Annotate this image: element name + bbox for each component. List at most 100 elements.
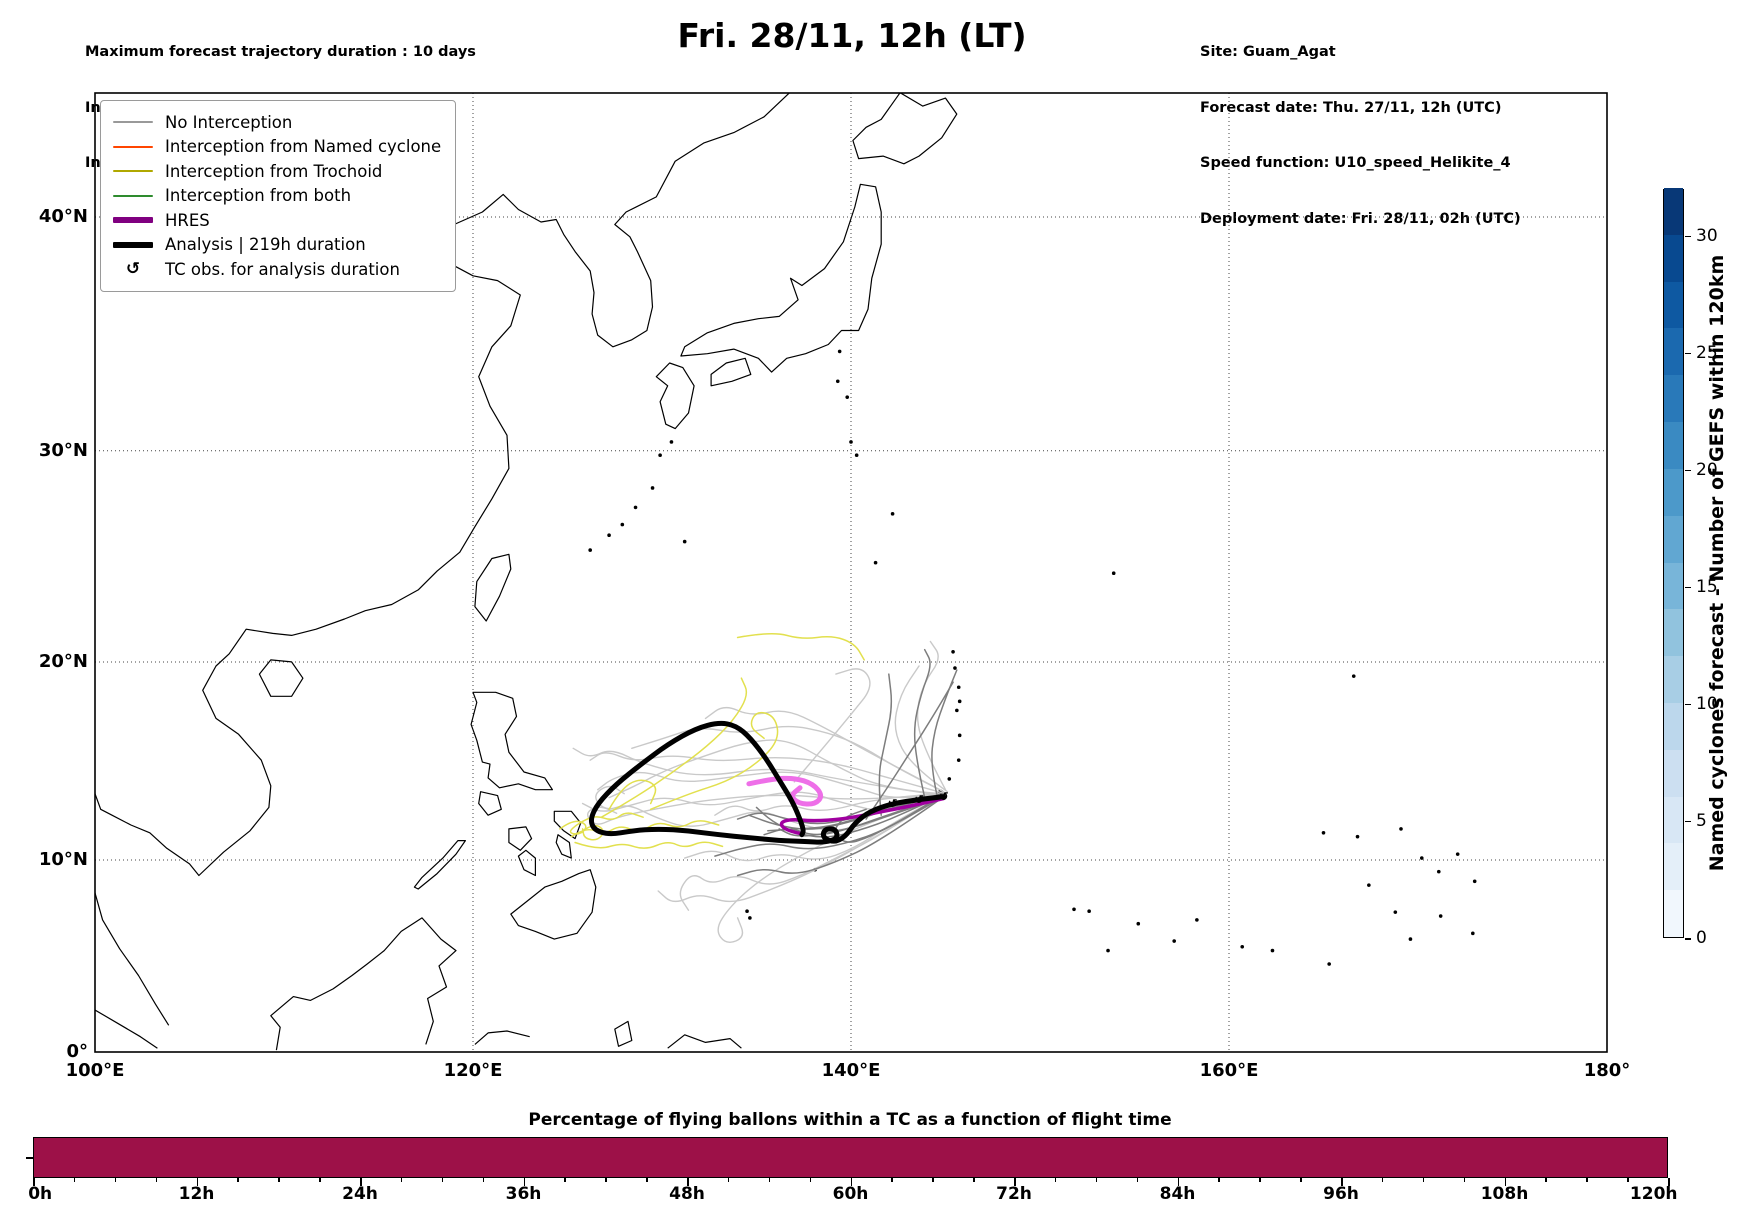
colorbar-tick	[1685, 938, 1691, 940]
coastline	[95, 1009, 158, 1049]
colorbar-tick	[1685, 469, 1691, 472]
coastline	[680, 183, 882, 373]
legend-label: HRES	[165, 210, 210, 230]
time-minor-tick	[73, 1178, 76, 1182]
time-minor-tick	[1095, 1178, 1098, 1182]
island-dot	[890, 512, 895, 516]
colorbar-tick-label: 0	[1696, 928, 1707, 948]
map-legend: No Interception Interception from Named c…	[100, 100, 457, 292]
island-dot	[1419, 856, 1424, 860]
legend-line	[113, 145, 153, 148]
flight-time-chart-title: Percentage of flying ballons within a TC…	[528, 1110, 1172, 1130]
colorbar-segment	[1664, 468, 1683, 516]
island-dot	[588, 548, 592, 552]
colorbar-label: Named cyclones forecast - Number of GEFS…	[1706, 254, 1728, 872]
colorbar-tick-label: 30	[1696, 225, 1718, 246]
legend-line	[113, 217, 153, 224]
cyclone-glyph: ↺	[125, 258, 141, 279]
coastline	[474, 1030, 530, 1045]
trajectory-no-interception	[589, 752, 947, 795]
coastline	[852, 93, 958, 165]
island-dot	[607, 533, 611, 538]
trajectory-no-interception	[704, 706, 945, 793]
trajectory-no-interception	[913, 648, 931, 799]
legend-line	[113, 170, 153, 173]
island-dot	[1136, 921, 1141, 926]
trajectory-no-interception	[714, 793, 943, 816]
legend-line	[113, 121, 153, 124]
coastline	[655, 362, 695, 430]
trajectory-no-interception	[916, 640, 947, 791]
time-minor-tick	[400, 1178, 403, 1182]
info-line-site: Site: Guam_Agat	[1200, 44, 1336, 60]
legend-item-3: Interception from both	[113, 184, 441, 209]
time-minor-tick	[891, 1178, 893, 1182]
colorbar-segment	[1664, 842, 1683, 891]
trajectory-no-interception	[572, 747, 943, 797]
map-content: ↺ ↺ ↺	[95, 93, 1607, 1052]
colorbar-segment	[1664, 749, 1683, 797]
island-dot	[1393, 910, 1398, 914]
island-dot	[1399, 827, 1403, 831]
island-dot	[650, 486, 655, 490]
time-tick-label: 72h	[996, 1184, 1032, 1204]
island-dot	[957, 699, 962, 704]
legend-line-sample	[113, 170, 153, 173]
info-line-speed-function: Speed function: U10_speed_Helikite_4	[1200, 155, 1511, 171]
figure-title: Fri. 28/11, 12h (LT)	[677, 16, 1027, 55]
lon-tick-label: 160°E	[1199, 1060, 1259, 1081]
colorbar-segment	[1664, 608, 1683, 657]
coastline	[413, 840, 466, 890]
legend-line-sample	[113, 194, 153, 197]
legend-label: Analysis | 219h duration	[165, 235, 366, 255]
time-tick-label: 60h	[832, 1184, 869, 1204]
island-dot	[849, 440, 853, 444]
time-minor-tick	[1136, 1178, 1139, 1182]
coastline	[270, 917, 457, 1051]
time-major-tick	[360, 1178, 362, 1186]
colorbar	[1663, 187, 1684, 938]
time-tick-label: 0h	[28, 1184, 53, 1204]
legend-label: TC obs. for analysis duration	[165, 259, 400, 279]
time-major-tick	[33, 1178, 35, 1186]
time-minor-tick	[768, 1178, 771, 1182]
time-major-tick	[196, 1178, 198, 1186]
island-dot	[1408, 937, 1413, 941]
island-dot	[845, 395, 850, 399]
time-minor-tick	[278, 1178, 280, 1182]
colorbar-segment	[1664, 327, 1683, 376]
island-dot	[953, 666, 957, 670]
island-dot	[956, 758, 961, 762]
colorbar-tick-label: 10	[1696, 693, 1718, 714]
trajectory-no-interception	[931, 669, 958, 801]
island-dot	[1111, 571, 1116, 576]
colorbar-tick-label: 20	[1696, 459, 1718, 480]
time-minor-tick	[727, 1178, 730, 1182]
time-minor-tick	[155, 1178, 158, 1182]
time-minor-tick	[114, 1178, 117, 1182]
lon-tick-label: 140°E	[821, 1060, 881, 1081]
island-dot	[951, 649, 955, 654]
legend-line-sample	[113, 217, 153, 224]
tc-obs-marker: ↺	[888, 796, 898, 810]
trajectory-trochoid-interception	[600, 677, 748, 818]
island-dot	[620, 522, 625, 527]
coastline	[510, 869, 597, 940]
trajectory-no-interception	[894, 665, 949, 793]
island-dot	[1355, 834, 1360, 839]
colorbar-tick-label: 15	[1696, 576, 1718, 597]
colorbar-tick	[1685, 820, 1691, 823]
coastline	[95, 892, 170, 1026]
trajectory-trochoid-interception	[574, 841, 724, 849]
island-dot	[1438, 914, 1443, 918]
time-major-tick	[1504, 1178, 1506, 1186]
time-minor-tick	[973, 1178, 975, 1182]
colorbar-segment	[1664, 374, 1683, 423]
lat-tick-label: 40°N	[38, 205, 88, 227]
coastline	[667, 1034, 742, 1049]
island-dot	[947, 777, 952, 781]
time-major-tick	[1341, 1178, 1343, 1186]
coastline	[710, 357, 752, 387]
legend-item-6: ↺ TC obs. for analysis duration	[113, 257, 441, 282]
